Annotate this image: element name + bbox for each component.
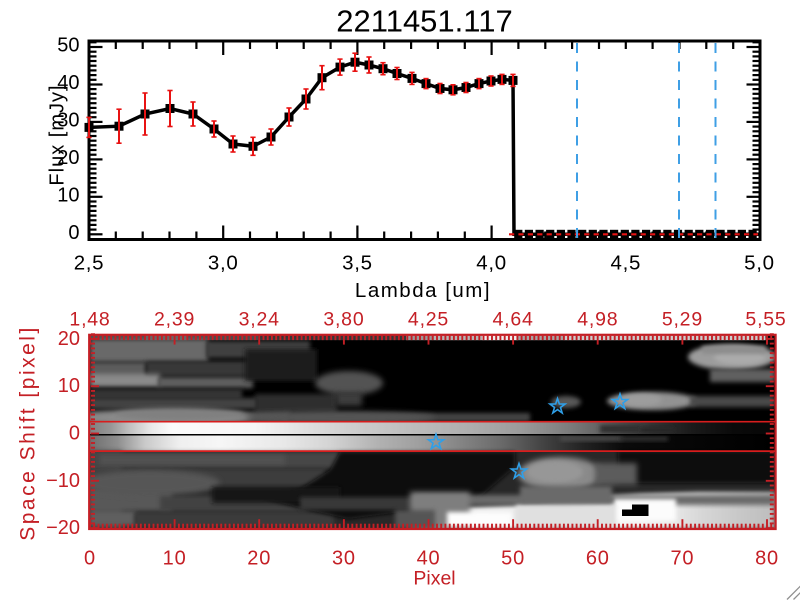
svg-text:20: 20 (57, 147, 79, 169)
svg-text:3,5: 3,5 (342, 252, 373, 275)
svg-text:2211451.117: 2211451.117 (336, 4, 512, 39)
svg-text:80: 80 (755, 548, 779, 570)
svg-text:50: 50 (57, 35, 79, 57)
svg-text:−20: −20 (46, 517, 80, 539)
svg-text:20: 20 (247, 548, 271, 570)
svg-text:3,0: 3,0 (208, 252, 239, 275)
svg-text:4,25: 4,25 (408, 309, 449, 331)
svg-text:10: 10 (57, 184, 79, 206)
svg-text:70: 70 (670, 548, 694, 570)
svg-text:0: 0 (69, 423, 80, 445)
svg-text:Pixel: Pixel (413, 568, 455, 590)
svg-text:1,48: 1,48 (69, 309, 110, 331)
svg-text:−10: −10 (46, 470, 80, 492)
svg-text:Flux [mJy]: Flux [mJy] (47, 84, 69, 185)
svg-text:Space Shift [pixel]: Space Shift [pixel] (17, 325, 40, 541)
svg-text:5,29: 5,29 (662, 309, 703, 331)
svg-text:4,5: 4,5 (610, 252, 641, 275)
svg-text:10: 10 (163, 548, 187, 570)
svg-text:40: 40 (57, 72, 79, 94)
svg-text:4,98: 4,98 (577, 309, 618, 331)
svg-text:5,0: 5,0 (744, 252, 775, 275)
svg-text:Lambda [um]: Lambda [um] (355, 279, 491, 302)
svg-text:30: 30 (57, 109, 79, 131)
svg-text:4,0: 4,0 (476, 252, 507, 275)
svg-text:20: 20 (58, 328, 80, 350)
svg-text:0: 0 (68, 222, 79, 244)
svg-text:50: 50 (501, 548, 525, 570)
svg-text:0: 0 (84, 548, 96, 570)
svg-text:10: 10 (58, 375, 80, 397)
svg-text:5,55: 5,55 (745, 309, 786, 331)
svg-text:2,5: 2,5 (74, 252, 105, 275)
svg-text:4,64: 4,64 (493, 309, 534, 331)
svg-text:2,39: 2,39 (154, 309, 195, 331)
svg-text:40: 40 (417, 548, 441, 570)
svg-text:3,80: 3,80 (323, 309, 364, 331)
svg-text:30: 30 (332, 548, 356, 570)
svg-text:3,24: 3,24 (239, 309, 280, 331)
svg-text:60: 60 (586, 548, 610, 570)
